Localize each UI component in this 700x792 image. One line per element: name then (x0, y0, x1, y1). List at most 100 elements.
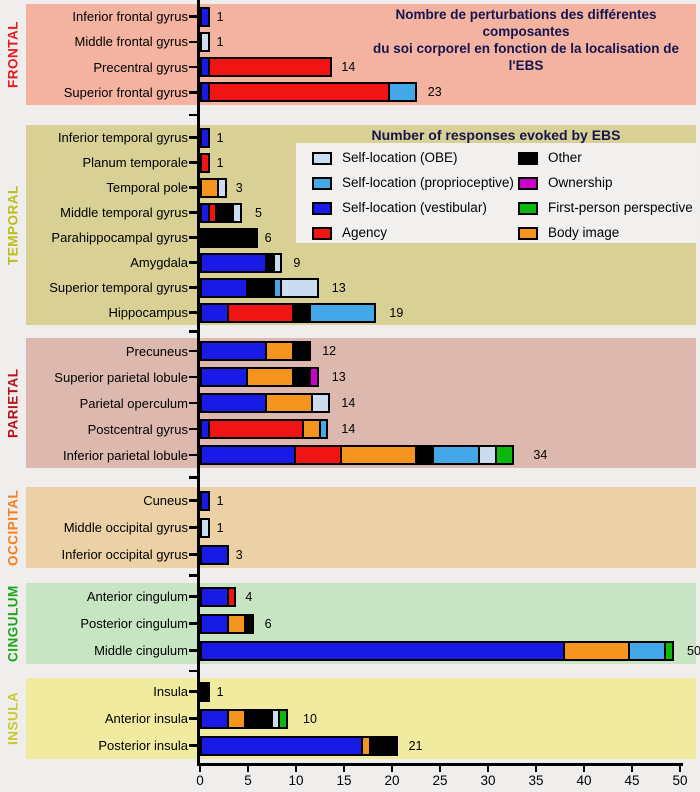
axis-row-tick (189, 622, 198, 625)
group-label-temporal: TEMPORAL (5, 185, 21, 265)
stacked-bar (200, 490, 210, 511)
bar-segment-agency (294, 445, 342, 465)
row-label-frontal-2: Precentral gyrus (93, 59, 188, 75)
x-axis-tick (583, 765, 585, 772)
bar-value-label: 1 (216, 684, 224, 699)
axis-row-tick (189, 649, 198, 652)
axis-row-tick (189, 553, 198, 556)
legend-label-ownership: Ownership (548, 175, 613, 190)
bar-value-label: 3 (235, 547, 243, 562)
group-label-frontal: FRONTAL (5, 21, 21, 88)
group-label-insula: INSULA (5, 691, 21, 746)
bar-segment-obe (217, 177, 227, 198)
bar-segment-ownership (309, 367, 319, 387)
legend-label-agency: Agency (342, 225, 388, 240)
x-axis-tick-label: 15 (336, 773, 352, 788)
x-axis-tick-label: 0 (196, 773, 204, 788)
bar-segment-proprioceptive (309, 302, 377, 323)
bar-value-label: 3 (235, 180, 243, 195)
legend-swatch-vestibular (312, 202, 332, 215)
group-label-occipital: OCCIPITAL (5, 489, 21, 566)
stacked-bar (200, 735, 398, 756)
axis-row-tick (189, 311, 198, 314)
row-label-parietal-0: Precuneus (125, 343, 188, 359)
x-axis-tick (343, 765, 345, 772)
row-label-temporal-1: Planum temporale (82, 155, 189, 170)
bar-segment-other (200, 681, 210, 702)
bar-segment-vestibular (200, 393, 268, 413)
row-label-frontal-0: Inferior frontal gyrus (72, 9, 188, 25)
axis-row-tick (189, 717, 198, 720)
axis-row-tick (189, 744, 198, 747)
stacked-bar (200, 227, 258, 248)
bar-segment-vestibular (200, 544, 229, 565)
legend: Self-location (OBE) Self-location (propri… (296, 143, 696, 243)
axis-row-tick (189, 236, 198, 239)
axis-row-tick (189, 499, 198, 502)
legend-swatch-agency (312, 227, 332, 240)
bar-value-label: 1 (216, 155, 224, 170)
bar-segment-obe (272, 252, 283, 273)
legend-swatch-proprioceptive (312, 177, 332, 190)
bar-segment-proprioceptive (318, 419, 329, 439)
bar-segment-body_image (562, 640, 630, 661)
axis-row-tick (189, 690, 198, 693)
bar-segment-obe (311, 393, 331, 413)
x-axis-tick-label: 40 (576, 773, 592, 788)
stacked-bar (200, 544, 229, 565)
legend-swatch-other (518, 152, 538, 165)
x-axis-tick-label: 10 (288, 773, 304, 788)
bar-value-label: 14 (341, 422, 356, 436)
bar-value-label: 6 (264, 230, 272, 245)
bar-value-label: 19 (389, 305, 404, 320)
bar-segment-vestibular (200, 367, 248, 387)
stacked-bar (200, 586, 237, 607)
legend-title: Number of responses evoked by EBS (371, 127, 621, 143)
row-label-temporal-7: Hippocampus (108, 305, 189, 320)
bar-value-label: 14 (341, 396, 356, 410)
bar-value-label: 1 (216, 34, 224, 49)
row-label-occipital-0: Cuneus (143, 493, 188, 508)
axis-gap-tick (189, 113, 198, 117)
bar-segment-vestibular (200, 127, 210, 148)
bar-value-label: 1 (216, 493, 224, 508)
legend-label-body_image: Body image (548, 225, 620, 240)
legend-label-first_person: First-person perspective (548, 200, 693, 215)
axis-gap-tick (189, 669, 198, 673)
bar-value-label: 23 (427, 85, 442, 100)
stacked-bar (200, 419, 329, 439)
bar-segment-vestibular (200, 735, 364, 756)
axis-row-tick (189, 286, 198, 289)
axis-row-tick (189, 136, 198, 139)
stacked-bar (200, 393, 331, 413)
bar-segment-vestibular (200, 302, 229, 323)
row-label-temporal-0: Inferior temporal gyrus (57, 130, 188, 145)
bar-value-label: 21 (408, 738, 423, 753)
axis-row-tick (189, 261, 198, 264)
row-label-occipital-1: Middle occipital gyrus (63, 520, 188, 535)
legend-swatch-obe (312, 152, 332, 165)
bar-value-label: 4 (245, 589, 253, 604)
x-axis-tick-label: 20 (384, 773, 400, 788)
stacked-bar (200, 302, 377, 323)
bar-segment-agency (226, 586, 237, 607)
axis-row-tick (189, 453, 198, 457)
axis-gap-tick (189, 476, 198, 479)
axis-row-tick (189, 40, 198, 44)
bar-segment-vestibular (200, 490, 210, 511)
axis-row-tick (189, 349, 198, 353)
bar-segment-vestibular (200, 341, 268, 361)
row-label-temporal-2: Temporal pole (106, 180, 188, 195)
bar-value-label: 13 (331, 280, 346, 295)
legend-swatch-body_image (518, 227, 538, 240)
stacked-bar (200, 708, 288, 729)
bar-segment-vestibular (200, 586, 229, 607)
stacked-bar (200, 445, 515, 465)
bar-value-label: 13 (331, 370, 346, 384)
axis-row-tick (189, 211, 198, 214)
x-axis-tick (295, 765, 297, 772)
row-label-parietal-1: Superior parietal lobule (54, 369, 188, 385)
bar-segment-first_person (664, 640, 674, 661)
row-label-temporal-3: Middle temporal gyrus (60, 205, 188, 220)
x-axis-tick-label: 35 (528, 773, 544, 788)
